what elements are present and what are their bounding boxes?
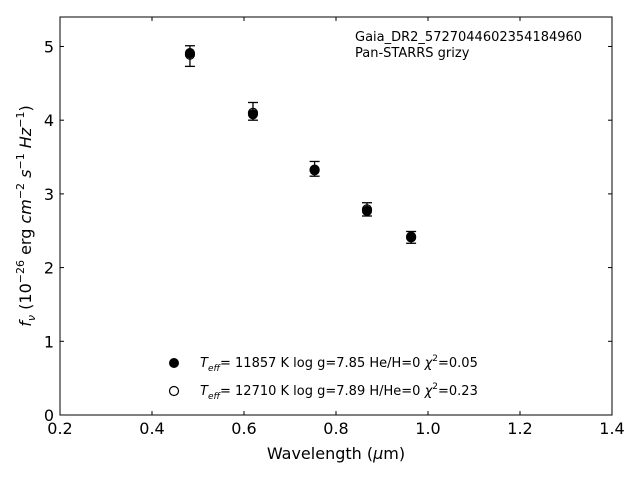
- y-tick-label: 0: [44, 406, 54, 425]
- model-point-open: [184, 49, 196, 60]
- y-tick-label: 3: [44, 185, 54, 204]
- y-tick-label: 5: [44, 37, 54, 56]
- legend: Teff= 11857 K log g=7.85 He/H=0 χ2=0.05 …: [168, 354, 478, 402]
- x-axis-ticks: 0.2 0.4 0.6 0.8 1.0 1.2 1.4: [47, 17, 625, 438]
- y-axis-ticks: 0 1 2 3 4 5: [44, 37, 612, 425]
- x-tick-label: 0.4: [139, 419, 164, 438]
- model-point-open: [247, 107, 259, 118]
- model-point-open: [406, 231, 417, 242]
- x-tick-label: 0.6: [231, 419, 256, 438]
- legend-marker-open: [168, 385, 180, 397]
- annotation-photometry: Pan-STARRS grizy: [355, 46, 470, 61]
- legend-marker-filled: [169, 358, 179, 368]
- model-point-open: [309, 164, 320, 175]
- plot-area: [59, 16, 613, 416]
- legend-entry-1: Teff= 11857 K log g=7.85 He/H=0 χ2=0.05: [200, 354, 478, 374]
- annotation-object-id: Gaia_DR2_5727044602354184960: [355, 30, 582, 45]
- x-tick-label: 0.2: [47, 419, 72, 438]
- y-tick-label: 2: [44, 259, 54, 278]
- x-axis-label: Wavelength (μm): [267, 444, 405, 463]
- y-tick-label: 1: [44, 332, 54, 351]
- y-tick-label: 4: [44, 111, 54, 130]
- x-tick-label: 1.4: [599, 419, 624, 438]
- x-tick-label: 1.2: [507, 419, 532, 438]
- model-point-open: [361, 204, 373, 215]
- x-tick-label: 0.8: [323, 419, 348, 438]
- x-tick-label: 1.0: [415, 419, 440, 438]
- y-axis-label: fν (10−26 erg cm−2 s−1 Hz−1): [14, 105, 38, 326]
- legend-entry-2: Teff= 12710 K log g=7.89 H/He=0 χ2=0.23: [200, 382, 478, 402]
- model-points: [184, 48, 417, 243]
